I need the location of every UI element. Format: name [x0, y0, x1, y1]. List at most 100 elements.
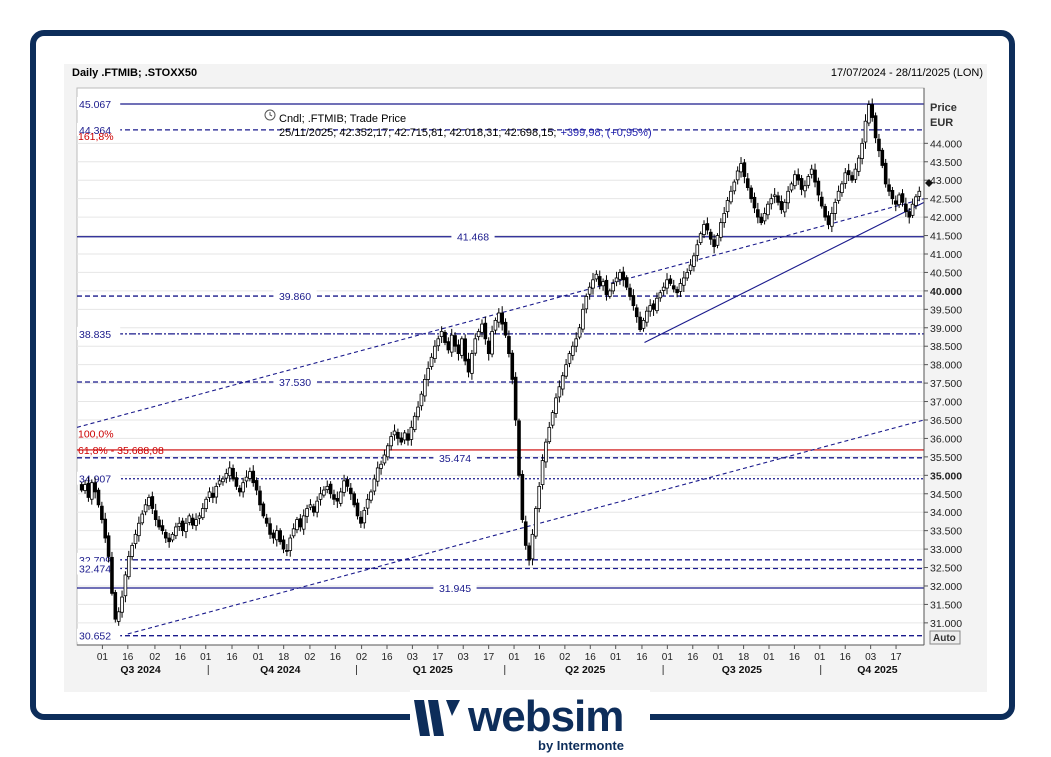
candle-body: [604, 279, 609, 295]
candle-body: [742, 162, 747, 177]
x-tick-label: 01: [662, 652, 674, 663]
y-tick-label: 40.000: [930, 286, 962, 298]
candle-body: [412, 415, 417, 430]
candle-body: [187, 515, 192, 523]
candle-body: [500, 312, 504, 325]
quarter-label: Q4 2025: [857, 664, 897, 676]
y-tick-label: 41.000: [930, 249, 962, 261]
candle-body: [332, 494, 336, 500]
price-axis-title: Price: [930, 102, 957, 114]
candle-body: [150, 496, 155, 509]
candle-body: [608, 290, 612, 297]
candle-body: [386, 445, 390, 458]
candle-body: [493, 319, 498, 331]
y-tick-label: 39.000: [930, 323, 962, 335]
candle-body: [591, 279, 595, 289]
candle-body: [584, 296, 589, 310]
candle-body: [581, 308, 585, 330]
level-label: 41.468: [457, 232, 489, 244]
fib-label: 61,8% - 35.688,08: [78, 445, 164, 457]
candle-body: [523, 521, 528, 546]
candle-body: [836, 190, 841, 201]
y-tick-label: 43.500: [930, 157, 962, 169]
x-tick-label: 16: [330, 652, 342, 663]
x-tick-label: 02: [304, 652, 316, 663]
candle-body: [322, 489, 326, 496]
candle-body: [180, 520, 185, 532]
chart-title: Daily .FTMIB; .STOXX50: [72, 67, 198, 79]
y-tick-label: 31.000: [930, 618, 962, 630]
candle-body: [483, 322, 488, 340]
y-tick-label: 42.000: [930, 212, 962, 224]
candle-body: [618, 272, 622, 280]
candle-body: [675, 289, 679, 294]
currency-label: EUR: [930, 117, 953, 129]
y-tick-label: 31.500: [930, 599, 962, 611]
candle-body: [641, 319, 646, 329]
candle-body: [685, 272, 690, 279]
candle-body: [803, 185, 807, 192]
candle-body: [268, 523, 272, 535]
candle-body: [830, 213, 834, 227]
y-tick-label: 38.000: [930, 360, 962, 372]
level-label: 37.530: [279, 377, 311, 389]
candle-body: [567, 353, 572, 364]
candle-body: [137, 522, 141, 537]
logo-sub: by Intermonte: [538, 738, 624, 753]
x-tick-label: 03: [407, 652, 419, 663]
candle-body: [258, 490, 262, 506]
candle-body: [779, 201, 784, 211]
candle-body: [204, 498, 208, 509]
candle-body: [692, 255, 696, 267]
candle-body: [227, 467, 232, 477]
candle-body: [897, 194, 901, 206]
candle-body: [274, 530, 279, 541]
websim-mark-icon: [414, 700, 460, 736]
auto-scale-label: Auto: [933, 633, 956, 644]
candle-body: [712, 239, 716, 248]
candle-body: [534, 508, 538, 537]
candle-body: [234, 477, 239, 487]
candle-body: [103, 518, 108, 539]
candle-body: [910, 203, 915, 216]
candle-body: [476, 331, 481, 338]
candle-body: [745, 178, 750, 188]
candle-body: [130, 545, 134, 557]
y-tick-label: 32.500: [930, 563, 962, 575]
candle-body: [648, 305, 652, 312]
candle-body: [611, 283, 615, 292]
x-tick-label: 02: [559, 652, 571, 663]
level-label: 35.474: [439, 453, 471, 465]
grid: [76, 87, 925, 646]
candle-body: [463, 338, 467, 362]
level-label: 44.364: [79, 125, 111, 137]
candle-body: [540, 460, 545, 486]
candle-body: [389, 436, 393, 447]
candle-body: [197, 515, 202, 519]
candle-body: [554, 397, 558, 414]
candle-body: [786, 190, 790, 204]
x-tick-label: 18: [738, 652, 750, 663]
candle-body: [813, 169, 817, 183]
candle-body: [722, 213, 727, 224]
axes: 31.000 31.500 32.000 32.500 33.000 33.500 34.0…: [77, 88, 962, 676]
candle-body: [248, 471, 252, 479]
candle-body: [406, 433, 410, 441]
x-tick-label: 16: [381, 652, 393, 663]
y-tick-label: 36.500: [930, 415, 962, 427]
candle-body: [174, 526, 178, 537]
candle-body: [369, 491, 373, 501]
candle-body: [564, 364, 568, 377]
x-tick-label: 01: [200, 652, 212, 663]
y-tick-label: 43.000: [930, 175, 962, 187]
candle-body: [819, 196, 824, 207]
candle-body: [200, 508, 205, 519]
candle-body: [126, 556, 131, 578]
candle-body: [110, 556, 114, 594]
candle-body: [729, 190, 733, 203]
auto-scale-button[interactable]: [929, 630, 961, 645]
quarter-label: Q3 2025: [722, 664, 762, 676]
level-label-bg: [433, 450, 477, 464]
candle-body: [123, 574, 128, 597]
